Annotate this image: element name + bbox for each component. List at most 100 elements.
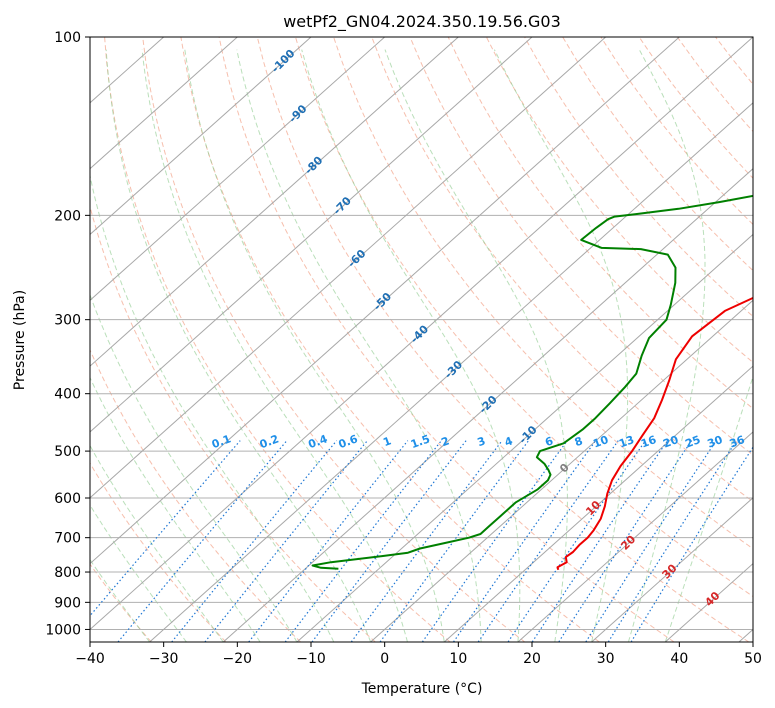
isotherm-line: [90, 37, 459, 367]
isotherm-line: [222, 167, 753, 642]
mixing-ratio-line: [507, 440, 646, 642]
moist-adiabat: [236, 49, 482, 642]
x-tick-label: −40: [75, 651, 105, 667]
profile-traces: [311, 194, 753, 571]
isotherm-line: [90, 37, 753, 631]
moist-adiabat: [90, 504, 187, 642]
mixing-ratio-label: 36: [728, 433, 747, 451]
mixing-ratio-label: 2: [440, 434, 452, 449]
moist-adiabat: [628, 49, 706, 642]
mixing-ratio-line: [204, 440, 368, 642]
mixing-ratio-label: 0.6: [337, 432, 360, 451]
mixing-ratio-line: [171, 440, 338, 642]
moist-adiabat: [141, 49, 408, 642]
isotherm-line: [591, 497, 753, 642]
dry-adiabat: [90, 204, 376, 642]
x-tick-label: 40: [670, 651, 688, 667]
y-tick-label: 300: [54, 313, 81, 329]
isotherm-line: [90, 37, 606, 499]
mixing-ratio-label: 16: [639, 433, 658, 451]
mixing-ratio-label: 10: [591, 433, 610, 451]
moist-adiabat: [105, 49, 372, 642]
moist-adiabat: [384, 49, 568, 642]
y-tick-label: 1000: [45, 622, 81, 638]
mixing-ratio-label: 4: [503, 434, 515, 449]
mixing-ratio-line: [607, 440, 738, 642]
y-tick-label: 500: [54, 444, 81, 460]
plot-frame: [89, 36, 754, 643]
x-tick-label: 50: [744, 651, 762, 667]
x-tick-label: −30: [149, 651, 179, 667]
dry-adiabat: [524, 37, 753, 318]
isotherm-line: [90, 37, 533, 433]
chart-title: wetPf2_GN04.2024.350.19.56.G03: [283, 12, 561, 32]
dry-adiabat: [295, 37, 753, 598]
moist-adiabat: [664, 374, 753, 642]
x-axis-label: Temperature (°C): [361, 681, 483, 697]
mixing-ratio-label: 1: [381, 434, 393, 449]
mixing-ratio-line: [248, 440, 409, 642]
mixing-ratio-line: [558, 440, 693, 642]
mixing-ratio-label: 1.5: [409, 432, 432, 451]
y-tick-label: 700: [54, 531, 81, 547]
mixing-ratio-label: 0.1: [210, 432, 233, 451]
moist-adiabat: [493, 49, 629, 642]
isotherm-line: [90, 37, 312, 236]
isotherm-line: [90, 37, 238, 170]
y-tick-label: 100: [54, 30, 81, 46]
x-tick-label: 20: [523, 651, 541, 667]
dry-adiabat: [218, 37, 675, 642]
isotherm-line: [90, 37, 680, 565]
mixing-ratio-label: 0.4: [307, 432, 330, 451]
dry-adiabat: [142, 37, 526, 642]
moist-adiabat: [90, 376, 261, 642]
mixing-ratio-label: 8: [573, 434, 585, 449]
x-tick-label: 30: [597, 651, 615, 667]
dry-adiabat: [104, 37, 451, 642]
background-lines: [90, 37, 775, 642]
dry-adiabat: [371, 37, 753, 503]
mixing-ratio-line: [379, 440, 530, 642]
isotherm-line: [90, 37, 385, 301]
dry-adiabat: [90, 462, 227, 642]
mixing-ratio-label: 25: [683, 433, 702, 450]
mixing-ratio-line: [350, 440, 503, 642]
dry-adiabat: [90, 348, 301, 642]
moist-adiabat: [90, 444, 224, 642]
moist-adiabat: [184, 49, 445, 642]
mixing-ratio-label: 0.2: [258, 432, 281, 451]
y-axis: 1000 900 800 700 600 500 400 300 200 100: [45, 30, 90, 638]
moist-adiabat: [301, 49, 521, 642]
mixing-ratio-line: [630, 446, 753, 642]
moist-adiabat: [90, 558, 150, 642]
x-axis: −40 −30 −20 −10 0 10 20 30 40 50: [75, 642, 762, 667]
mixing-ratio-label: 30: [706, 433, 725, 451]
y-tick-label: 400: [54, 387, 81, 403]
mixing-ratio-line: [453, 440, 597, 642]
y-axis-label: Pressure (hPa): [12, 290, 28, 390]
mixing-ratio-line: [531, 440, 669, 642]
mixing-ratio-label: 13: [617, 433, 636, 450]
isotherm-line: [149, 102, 753, 642]
isotherm-line: [296, 233, 753, 642]
isotherm-line: [370, 299, 753, 642]
y-tick-label: 600: [54, 491, 81, 507]
dry-adiabat: [447, 37, 753, 410]
dry-adiabat: [754, 37, 775, 642]
y-tick-label: 200: [54, 208, 81, 224]
mixing-ratio-line: [585, 440, 717, 642]
isotherm-line: [443, 365, 753, 642]
y-tick-label: 800: [54, 565, 81, 581]
mixing-ratio-label: 3: [476, 434, 488, 449]
mixing-ratio-label: 20: [661, 433, 680, 451]
temperature-trace: [556, 296, 753, 571]
dewpoint-trace: [311, 194, 753, 570]
x-tick-label: 10: [449, 651, 467, 667]
y-tick-label: 900: [54, 595, 81, 611]
dry-adiabat: [180, 37, 600, 642]
x-tick-label: −20: [223, 651, 253, 667]
mixing-ratio-label: 6: [543, 434, 555, 449]
plot-area: [90, 37, 753, 642]
mixing-ratio-line: [477, 440, 619, 642]
